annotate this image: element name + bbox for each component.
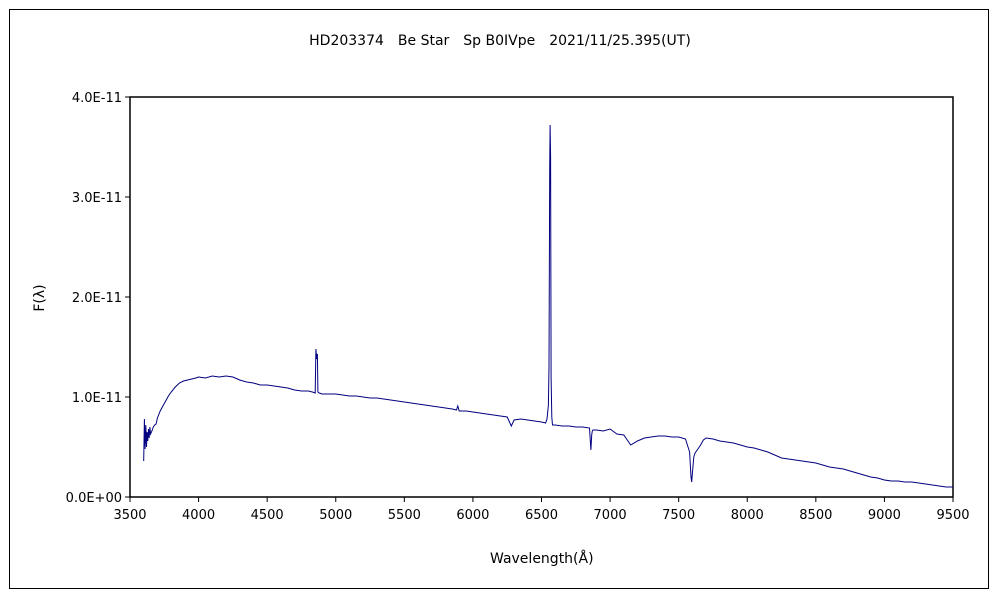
- y-axis-title: F(λ): [32, 284, 48, 311]
- x-tick-label: 7500: [662, 508, 695, 523]
- y-tick-label: 0.0E+00: [66, 491, 122, 506]
- x-axis: 3500 4000 4500 5000 5500 6000 6500 7000 7500 8000…: [113, 497, 970, 523]
- x-tick-label: 4000: [182, 508, 215, 523]
- x-tick-label: 8000: [731, 508, 764, 523]
- x-tick-label: 4500: [251, 508, 284, 523]
- x-tick-label: 5000: [319, 508, 352, 523]
- x-tick-label: 6000: [456, 508, 489, 523]
- chart-frame: [9, 9, 989, 589]
- y-tick-label: 3.0E-11: [72, 191, 122, 206]
- plot-area: [129, 96, 954, 498]
- y-axis: 0.0E+00 1.0E-11 2.0E-11 3.0E-11 4.0E-11: [66, 91, 130, 506]
- spectrum-series-line: [143, 124, 953, 488]
- x-tick-label: 9500: [936, 508, 969, 523]
- x-tick-label: 9000: [868, 508, 901, 523]
- x-tick-label: 3500: [113, 508, 146, 523]
- chart-title: HD203374 Be Star Sp B0IVpe 2021/11/25.39…: [309, 33, 691, 49]
- y-tick-label: 2.0E-11: [72, 291, 122, 306]
- x-tick-label: 6500: [525, 508, 558, 523]
- x-tick-label: 5500: [388, 508, 421, 523]
- y-tick-label: 1.0E-11: [72, 391, 122, 406]
- y-tick-label: 4.0E-11: [72, 91, 122, 106]
- x-tick-label: 8500: [799, 508, 832, 523]
- x-tick-label: 7000: [594, 508, 627, 523]
- x-axis-title: Wavelength(Å): [490, 550, 594, 567]
